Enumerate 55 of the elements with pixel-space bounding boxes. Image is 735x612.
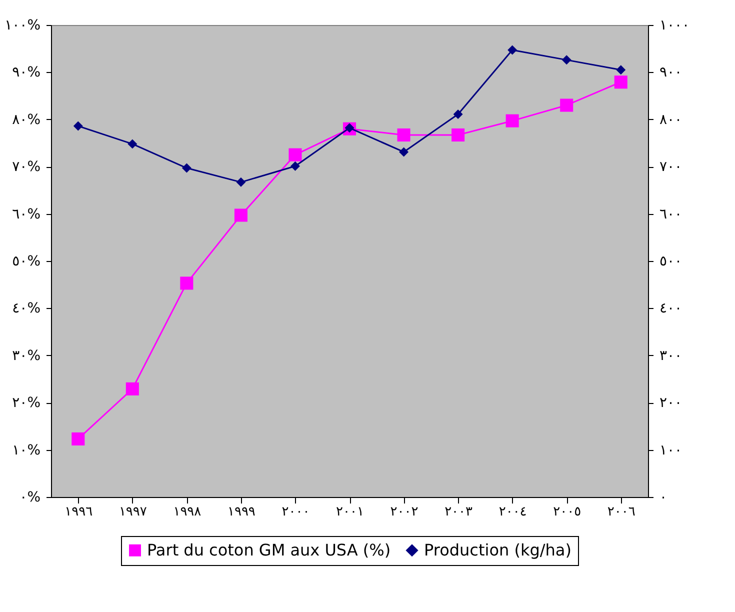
point xyxy=(128,139,138,149)
y-tick-label: ٤٠% xyxy=(12,300,40,317)
x-tick-label: ٢٠٠٦ xyxy=(607,504,636,520)
y-tick-label: ٨٠% xyxy=(12,112,40,128)
y2-tick-label: ٤٠٠ xyxy=(660,300,682,317)
point xyxy=(236,177,246,187)
y2-tick-label: ٩٠٠ xyxy=(660,64,682,81)
point xyxy=(290,161,300,171)
point xyxy=(399,147,409,157)
y-tick-label: ٧٠% xyxy=(12,159,40,176)
x-tick-label: ٢٠٠٢ xyxy=(390,504,418,520)
x-tick-label: ١٩٩٩ xyxy=(227,504,256,520)
y-tick-label: ٩٠% xyxy=(12,64,40,81)
y2-tick-label: ٠ xyxy=(660,490,668,506)
legend-label: Part du coton GM aux USA (%) xyxy=(147,540,391,560)
legend-label: Production (kg/ha) xyxy=(424,540,572,560)
point xyxy=(234,208,248,222)
point xyxy=(126,382,139,396)
x-tick-label: ٢٠٠٥ xyxy=(553,504,582,520)
x-tick-label: ١٩٩٧ xyxy=(118,504,147,520)
point xyxy=(73,121,83,131)
y-tick-label: ٣٠% xyxy=(12,348,40,364)
point xyxy=(452,128,465,142)
y-tick-label: ١٠٠% xyxy=(4,18,40,34)
x-tick-label: ٢٠٠٤ xyxy=(498,504,527,520)
y-tick-label: ٠% xyxy=(20,490,40,506)
y2-tick-label: ٢٠٠ xyxy=(660,395,682,412)
y2-tick-label: ٦٠٠ xyxy=(660,206,682,222)
point xyxy=(288,148,302,162)
x-tick-label: ٢٠٠١ xyxy=(336,504,364,520)
point xyxy=(560,98,574,112)
y-tick-label: ١٠% xyxy=(12,442,40,458)
y2-tick-label: ٧٠٠ xyxy=(660,159,682,176)
point xyxy=(453,109,463,119)
point xyxy=(180,276,194,290)
point xyxy=(508,45,518,55)
x-tick-label: ١٩٩٦ xyxy=(64,504,93,520)
y-tick-label: ٦٠% xyxy=(12,206,40,222)
y2-tick-label: ١٠٠ xyxy=(660,442,682,458)
point xyxy=(397,128,410,142)
point xyxy=(506,114,519,128)
x-tick-label: ٢٠٠٣ xyxy=(444,504,473,520)
y2-tick-label: ٨٠٠ xyxy=(660,112,682,128)
point xyxy=(72,432,85,446)
y2-tick-label: ١٠٠٠ xyxy=(660,18,690,34)
y2-tick-label: ٥٠٠ xyxy=(660,254,682,270)
point xyxy=(614,76,628,89)
y-tick-label: ٢٠% xyxy=(12,395,40,412)
x-tick-label: ١٩٩٨ xyxy=(173,504,202,520)
point xyxy=(182,163,192,173)
point xyxy=(616,65,626,75)
x-tick-label: ٢٠٠٠ xyxy=(282,504,310,520)
y2-tick-label: ٣٠٠ xyxy=(660,348,682,364)
point xyxy=(562,55,572,65)
y-tick-label: ٥٠% xyxy=(12,254,40,270)
